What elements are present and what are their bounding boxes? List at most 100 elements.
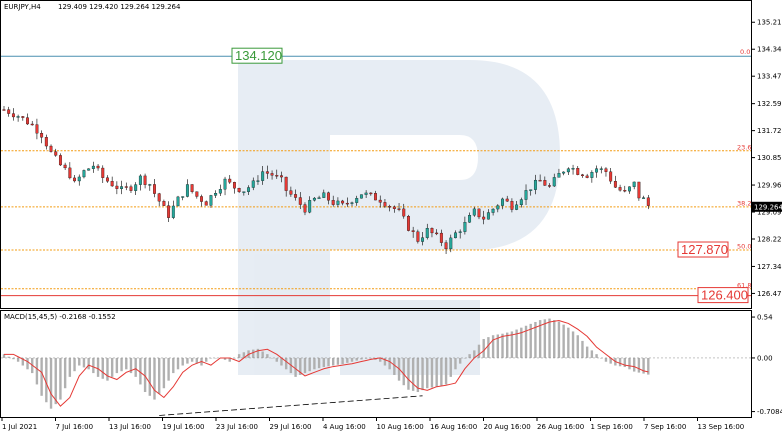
macd-bar (303, 357, 307, 374)
macd-bar (322, 357, 325, 368)
macd-bar (181, 357, 184, 366)
candle (533, 179, 537, 190)
price-candles (2, 106, 650, 255)
price-tick-label: 131.720 (757, 127, 782, 135)
macd-bar (143, 357, 147, 393)
candle (468, 215, 472, 223)
macd-header: MACD(15,45,5) -0.2168 -0.1552 (4, 313, 116, 321)
candle (181, 196, 185, 198)
macd-bar (68, 357, 72, 377)
macd-bar (205, 357, 208, 362)
level-price-box (697, 287, 749, 304)
macd-bar (571, 331, 575, 358)
time-axis: 1 Jul 2021 7 Jul 16:00 13 Jul 16:00 19 Jul … (1, 417, 745, 431)
candle (566, 168, 570, 173)
price-pane[interactable] (0, 0, 752, 309)
macd-bar (270, 357, 274, 359)
macd-bar (557, 321, 561, 358)
candle (110, 181, 114, 187)
price-tick-label: 129.965 (757, 182, 782, 190)
candle (519, 199, 523, 206)
candle (261, 171, 265, 181)
candle (157, 193, 161, 202)
price-tick-label: 129.095 (757, 209, 782, 217)
candle (190, 184, 194, 192)
macd-bar (590, 350, 594, 358)
candle (538, 179, 542, 182)
macd-bar (228, 357, 231, 362)
level-price-label: 126.400 (701, 288, 748, 303)
price-tick-label: 130.850 (757, 154, 782, 162)
candle (2, 109, 6, 111)
candle (331, 200, 335, 205)
candle (171, 205, 175, 218)
macd-bar (63, 357, 67, 389)
candle (604, 168, 608, 172)
macd-bar (73, 357, 76, 372)
price-tick-label: 132.590 (757, 100, 782, 108)
macd-bar (186, 357, 189, 364)
candle (543, 180, 547, 186)
macd-bar (2, 354, 6, 358)
macd-bar (520, 327, 523, 358)
macd-bar (618, 357, 622, 367)
candle (628, 186, 631, 192)
candle (289, 190, 293, 195)
candle (359, 194, 363, 199)
price-tick-label: 127.340 (757, 263, 782, 271)
candle (167, 205, 171, 218)
candle (571, 168, 575, 170)
macd-bar (110, 357, 114, 377)
macd-bar (585, 346, 589, 358)
macd-bar (167, 357, 170, 381)
macd-bar (195, 357, 199, 364)
candle (402, 208, 406, 217)
candle (454, 232, 457, 239)
candle (209, 195, 213, 206)
macd-bar (341, 357, 344, 364)
candle (256, 180, 260, 182)
macd-bar (360, 357, 363, 360)
macd-bar (524, 325, 528, 358)
macd-bar (534, 321, 537, 358)
macd-bar (139, 357, 142, 385)
candle (595, 168, 599, 173)
candle (87, 168, 91, 171)
candle (585, 175, 589, 178)
time-tick-label: 13 Sep 16:00 (698, 423, 745, 431)
macd-bar (543, 319, 547, 358)
macd-bar (637, 357, 641, 373)
candle (548, 185, 551, 187)
macd-bar (444, 357, 448, 385)
macd-bar (190, 357, 194, 362)
fib-label: 38.2 (737, 199, 751, 207)
macd-bar (284, 357, 288, 370)
divergence-line (159, 395, 423, 416)
candle (341, 200, 345, 204)
macd-bar (313, 357, 316, 370)
candle (557, 173, 561, 178)
macd-bar (134, 357, 137, 377)
candle (317, 197, 321, 199)
candle (411, 230, 415, 232)
macd-bar (96, 357, 100, 377)
macd-bar (294, 357, 297, 377)
time-tick-label: 10 Aug 16:00 (377, 423, 424, 431)
candle (138, 175, 142, 185)
candle (265, 171, 269, 174)
candle (590, 172, 594, 178)
level-price-label: 134.120 (235, 48, 282, 63)
candle (599, 168, 603, 170)
candle (646, 197, 650, 206)
macd-bar (487, 337, 490, 358)
candle (77, 176, 81, 182)
macd-tick-label: -0.7084 (757, 408, 782, 416)
macd-bar (576, 335, 579, 358)
macd-bar (115, 357, 119, 374)
macd-bar (252, 349, 255, 358)
candle (16, 116, 20, 118)
candle (383, 202, 387, 207)
macd-bar (449, 357, 452, 377)
